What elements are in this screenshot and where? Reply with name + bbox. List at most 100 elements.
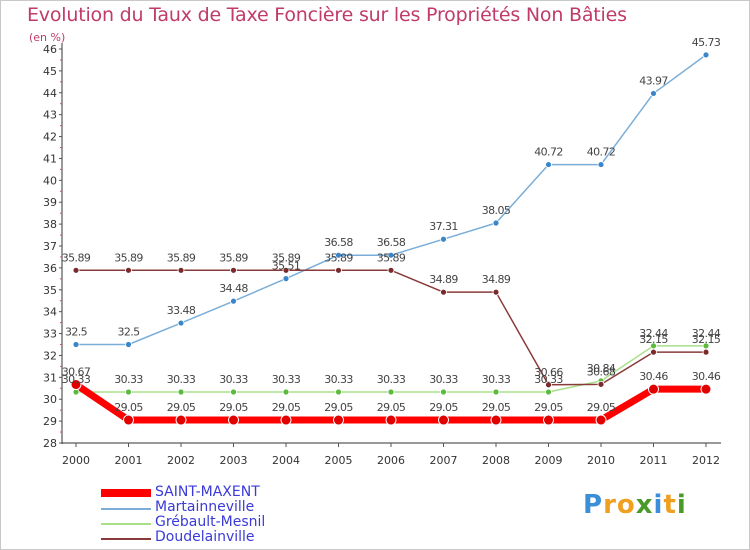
logo-letter: r	[603, 490, 617, 520]
data-point	[280, 414, 292, 426]
y-tick-label: 31	[43, 371, 57, 384]
data-label: 29.05	[482, 401, 511, 414]
data-label: 38.05	[482, 204, 511, 217]
data-label: 29.05	[377, 401, 406, 414]
data-label: 35.89	[377, 251, 406, 264]
data-label: 30.33	[219, 373, 248, 386]
data-label: 35.89	[324, 251, 353, 264]
data-label: 43.97	[639, 74, 668, 87]
data-label: 35.89	[219, 251, 248, 264]
data-label: 30.33	[482, 373, 511, 386]
data-label: 45.73	[692, 36, 721, 49]
data-point	[440, 388, 447, 396]
data-label: 32.5	[65, 326, 88, 339]
y-tick-label: 37	[43, 240, 57, 253]
data-point	[125, 341, 132, 348]
data-label: 32.15	[639, 333, 668, 346]
logo-letter: o	[616, 490, 636, 520]
data-label: 29.05	[167, 401, 196, 414]
chart-title: Evolution du Taux de Taxe Foncière sur l…	[27, 4, 627, 26]
data-point	[230, 297, 237, 305]
x-tick-label: 2008	[482, 454, 510, 467]
data-point	[545, 388, 552, 396]
data-label: 29.05	[114, 401, 143, 414]
data-point	[597, 161, 605, 168]
legend-swatch-grebault-mesnil	[101, 523, 151, 525]
data-point	[72, 341, 80, 348]
logo-letter: t	[663, 490, 677, 520]
data-point	[125, 266, 132, 274]
data-point	[387, 388, 395, 396]
data-label: 30.33	[62, 373, 91, 386]
data-point	[70, 379, 82, 391]
y-tick-label: 30	[43, 393, 57, 406]
data-label: 32.15	[692, 333, 721, 346]
data-point	[282, 266, 290, 274]
x-tick-label: 2010	[587, 454, 615, 467]
data-point	[648, 383, 659, 395]
x-tick-label: 2007	[430, 454, 458, 467]
data-point	[440, 288, 447, 296]
data-point	[650, 90, 657, 97]
data-point	[545, 161, 552, 168]
y-tick-label: 35	[43, 284, 57, 297]
data-label: 30.33	[167, 373, 196, 386]
x-tick-label: 2002	[167, 454, 195, 467]
data-label: 35.89	[272, 251, 301, 264]
data-label: 29.05	[272, 401, 301, 414]
data-label: 36.58	[377, 236, 406, 249]
data-point	[650, 348, 657, 356]
data-point	[702, 348, 710, 356]
data-point	[335, 266, 342, 274]
data-point	[177, 319, 185, 327]
y-tick-label: 32	[43, 349, 57, 362]
data-label: 35.89	[62, 251, 91, 264]
data-label: 34.89	[482, 273, 511, 286]
y-tick-label: 33	[43, 328, 57, 341]
data-label: 32.44	[639, 327, 668, 340]
data-point	[440, 235, 447, 243]
data-point	[702, 51, 710, 59]
data-label: 30.66	[534, 366, 563, 379]
logo-letter: P	[583, 490, 604, 520]
data-label: 35.51	[272, 260, 301, 273]
data-point	[492, 288, 500, 296]
data-point	[492, 388, 500, 396]
y-tick-label: 28	[43, 437, 57, 450]
legend-swatch-doudelainville	[101, 538, 151, 540]
data-point	[230, 266, 237, 274]
legend-item-saint-maxent[interactable]: SAINT-MAXENT	[101, 484, 351, 501]
x-tick-label: 2009	[535, 454, 563, 467]
data-label: 32.5	[117, 326, 140, 339]
legend-swatch-martainneville	[101, 508, 151, 510]
y-tick-label: 29	[43, 415, 57, 428]
data-label: 29.05	[219, 401, 248, 414]
data-point	[123, 414, 134, 426]
data-point	[492, 219, 500, 227]
y-tick-label: 36	[43, 262, 57, 275]
data-point	[175, 414, 187, 426]
legend-item-doudelainville[interactable]: Doudelainville	[101, 529, 351, 546]
data-label: 29.05	[324, 401, 353, 414]
series-line-martainneville	[75, 54, 707, 346]
y-tick-label: 34	[43, 306, 57, 319]
x-tick-label: 2006	[377, 454, 405, 467]
data-point	[282, 388, 290, 396]
proxiti-logo: Proxiti	[583, 490, 687, 520]
y-tick-label: 44	[43, 87, 57, 100]
y-tick-label: 39	[43, 196, 57, 209]
data-label: 30.68	[587, 365, 616, 378]
logo-letter: x	[635, 490, 654, 520]
data-point	[543, 414, 554, 426]
data-point	[230, 388, 237, 396]
x-tick-label: 2003	[220, 454, 248, 467]
y-tick-label: 40	[43, 174, 57, 187]
legend-item-grebault-mesnil[interactable]: Grébault-Mesnil	[101, 514, 351, 531]
data-point	[545, 381, 552, 389]
data-point	[597, 380, 605, 388]
data-point	[385, 414, 397, 426]
x-tick-label: 2012	[692, 454, 720, 467]
legend-item-martainneville[interactable]: Martainneville	[101, 499, 351, 516]
